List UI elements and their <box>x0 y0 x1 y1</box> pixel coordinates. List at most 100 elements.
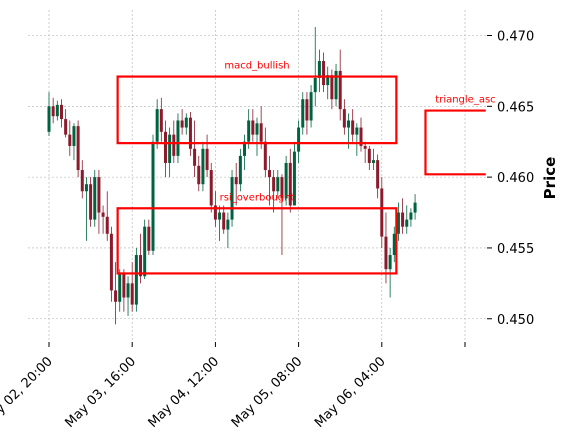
candle-body <box>317 60 321 78</box>
candle-body <box>80 170 84 192</box>
candle-body <box>147 226 151 251</box>
candle-body <box>363 145 367 149</box>
candle-body <box>97 177 101 213</box>
candle-body <box>338 70 342 110</box>
candle-body <box>384 236 388 270</box>
candle-body <box>301 99 305 128</box>
candle-body <box>413 202 417 213</box>
candle-body <box>205 148 209 171</box>
candle-body <box>405 219 409 227</box>
annotation-label: triangle_asc <box>435 95 495 106</box>
candle-body <box>238 155 242 185</box>
candle-body <box>130 283 134 305</box>
candle-body <box>172 134 176 156</box>
candle-body <box>139 255 143 277</box>
candle-body <box>168 134 172 163</box>
candle-body <box>313 77 317 93</box>
y-axis-label: Price <box>541 157 559 200</box>
candle-body <box>309 92 313 121</box>
candle-body <box>272 177 276 192</box>
candle-body <box>342 109 346 128</box>
candle-body <box>109 233 113 291</box>
x-tick-label: May 05, 08:00 <box>229 354 306 431</box>
candle-body <box>47 106 51 132</box>
candle-body <box>230 177 234 220</box>
candle-body <box>55 104 59 117</box>
candle-body <box>276 177 280 192</box>
y-tick-label: 0.465 <box>497 100 534 115</box>
candle-body <box>201 148 205 185</box>
candle-body <box>76 126 80 171</box>
candle-body <box>247 120 251 142</box>
candle-body <box>118 273 122 302</box>
candle-body <box>159 109 163 132</box>
candle-body <box>114 290 118 302</box>
candle-body <box>288 162 292 206</box>
candle-body <box>347 120 351 128</box>
candle-body <box>392 233 396 256</box>
candle-body <box>355 127 359 135</box>
annotation-label: macd_bullish <box>224 61 289 72</box>
candle-body <box>143 226 147 277</box>
y-tick-label: 0.470 <box>497 29 534 44</box>
grid-layer <box>28 10 487 340</box>
x-tick-label: May 03, 16:00 <box>62 354 139 431</box>
candle-body <box>188 117 192 149</box>
annotation-box-macd-bullish <box>116 75 398 145</box>
candle-body <box>409 212 413 220</box>
y-tick-label: 0.450 <box>497 313 534 328</box>
candle-body <box>367 148 371 163</box>
candle-body <box>176 120 180 156</box>
candle-body <box>267 170 271 178</box>
candle-body <box>401 212 405 227</box>
candle-body <box>126 283 130 298</box>
annotation-layer: macd_bullish rsi_overbought triangle_asc <box>116 61 496 275</box>
candle-body <box>251 120 255 135</box>
candle-body <box>184 117 188 128</box>
candle-body <box>209 170 213 206</box>
candle-body <box>388 255 392 270</box>
candle-body <box>226 219 230 230</box>
candle-body <box>64 119 68 135</box>
candle-body <box>284 162 288 199</box>
candle-body <box>255 123 259 135</box>
x-tick-label: May 06, 04:00 <box>312 354 389 431</box>
annotation-box-rsi-overbought <box>116 207 398 275</box>
candle-body <box>122 273 126 298</box>
candle-body <box>68 134 72 146</box>
candle-body <box>380 188 384 237</box>
candle-body <box>234 177 238 185</box>
candle-body <box>351 120 355 135</box>
candle-body <box>263 141 267 171</box>
candle-body <box>218 212 222 220</box>
candle-body <box>305 99 309 121</box>
candle-body <box>155 109 159 142</box>
annotation-bracket-triangle-asc <box>424 109 486 176</box>
x-tick-label: May 02, 20:00 <box>0 354 56 431</box>
candle-body <box>101 212 105 217</box>
y-tick-label: 0.455 <box>497 242 534 257</box>
candle-body <box>134 255 138 305</box>
candle-body <box>322 60 326 86</box>
candle-body <box>180 120 184 128</box>
candle-body <box>105 216 109 234</box>
candle-body <box>359 127 363 146</box>
candle-body <box>376 160 380 189</box>
x-tick-label: May 04, 12:00 <box>146 354 223 431</box>
candle-body <box>197 165 201 185</box>
candle-body <box>84 184 88 192</box>
candle-body <box>292 151 296 206</box>
candle-body <box>72 126 76 146</box>
candle-body <box>213 205 217 220</box>
candle-body <box>326 75 330 86</box>
candle-body <box>59 104 63 120</box>
candle-body <box>151 141 155 251</box>
candle-body <box>243 141 247 156</box>
candle-body <box>89 184 93 220</box>
candle-body <box>93 177 97 220</box>
candle-body <box>330 75 334 100</box>
candle-body <box>193 148 197 166</box>
y-tick-label: 0.460 <box>497 171 534 186</box>
